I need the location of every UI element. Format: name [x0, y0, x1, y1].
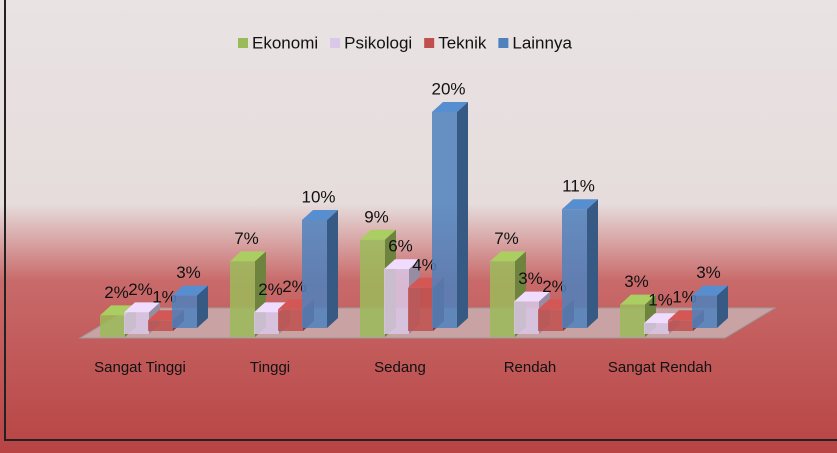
data-label: 3% [518, 269, 543, 288]
data-label: 4% [412, 255, 437, 274]
legend-label: Psikologi [344, 33, 412, 52]
chart-frame [4, 0, 837, 441]
data-label: 3% [624, 272, 649, 291]
bar [360, 239, 385, 337]
bar [100, 315, 125, 337]
legend-label: Lainnya [512, 33, 572, 52]
bar [172, 295, 197, 328]
legend-label: Teknik [438, 33, 487, 52]
data-label: 2% [282, 277, 307, 296]
bar [254, 312, 279, 334]
x-tick-label: Tinggi [250, 359, 290, 376]
bar-side [457, 102, 468, 328]
data-label: 11% [562, 177, 595, 196]
x-tick-label: Sangat Tinggi [94, 359, 186, 376]
bar-group [692, 285, 728, 328]
bar [278, 309, 303, 331]
bar-top [124, 302, 160, 313]
bar-top [562, 199, 598, 210]
data-label: 2% [258, 280, 283, 299]
bar-group [302, 210, 338, 328]
bar [514, 301, 539, 334]
data-label: 1% [672, 288, 697, 307]
bar [692, 295, 717, 328]
bar-top [620, 294, 656, 305]
bar-group [172, 285, 208, 328]
bar-group [384, 259, 420, 334]
legend-swatch [424, 38, 435, 48]
x-tick-label: Rendah [504, 359, 557, 376]
legend: Ekonomi Psikologi Teknik Lainnya [238, 33, 572, 52]
x-tick-label: Sedang [374, 359, 426, 376]
bar-group [432, 102, 468, 328]
bar-top [230, 251, 266, 262]
bar-side [717, 285, 728, 328]
bar [432, 112, 457, 328]
data-label: 7% [494, 229, 519, 248]
x-tick-label: Sangat Rendah [608, 359, 712, 376]
legend-swatch [238, 38, 248, 48]
data-label: 2% [104, 283, 129, 302]
bar [302, 220, 327, 328]
data-label: 1% [152, 288, 177, 307]
data-label: 3% [696, 263, 721, 282]
bar [124, 312, 149, 334]
bar-top [302, 210, 338, 220]
legend-label: Ekonomi [252, 33, 318, 52]
bar [538, 309, 563, 331]
bar [562, 209, 587, 328]
bar-group [562, 199, 598, 328]
bar-top [514, 291, 550, 302]
data-label: 2% [128, 280, 153, 299]
data-label: 6% [388, 237, 413, 256]
data-label: 3% [176, 263, 201, 282]
bar-side [197, 285, 208, 328]
bar-top [490, 251, 526, 262]
legend-swatch [330, 38, 341, 48]
data-label: 1% [648, 291, 673, 310]
data-label: 7% [234, 229, 259, 248]
bar-group [490, 251, 526, 337]
bar-top [432, 102, 468, 112]
bar [148, 320, 173, 331]
data-label: 20% [431, 79, 465, 98]
bar [490, 261, 515, 337]
bar-top [692, 285, 728, 296]
data-label: 10% [301, 187, 335, 206]
legend-swatch [498, 38, 509, 48]
bar [230, 261, 255, 337]
bar [668, 320, 693, 331]
bar [408, 287, 433, 331]
bar [644, 323, 669, 334]
bar [384, 269, 409, 334]
bar-side [327, 210, 338, 328]
bar-side [587, 199, 598, 328]
data-label: 9% [364, 207, 389, 226]
data-label: 2% [542, 277, 567, 296]
bar-top [360, 229, 396, 240]
bar-top [384, 259, 420, 270]
bar [620, 304, 645, 337]
bar-top [172, 285, 208, 296]
